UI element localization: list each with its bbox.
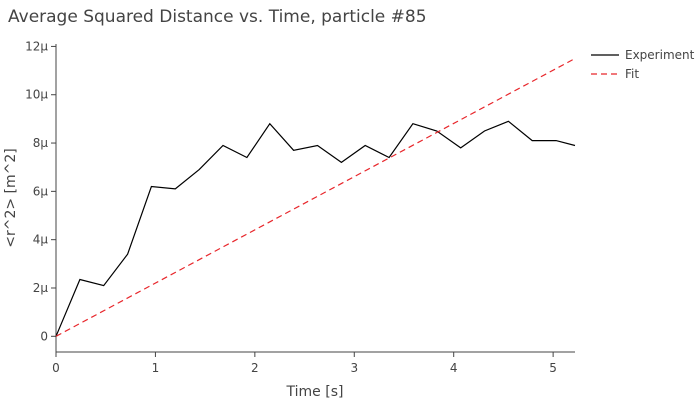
- y-tick-label: 4μ: [33, 233, 49, 247]
- y-tick-label: 8μ: [33, 136, 49, 150]
- x-axis: 0 1 2 3 4 5: [52, 351, 575, 375]
- legend[interactable]: Experiment Fit: [591, 48, 695, 81]
- series-experiment-line: [55, 120, 576, 337]
- legend-item-experiment[interactable]: Experiment: [591, 48, 695, 62]
- x-tick-label: 4: [450, 361, 458, 375]
- legend-label: Fit: [625, 67, 639, 81]
- x-tick-label: 5: [549, 361, 557, 375]
- chart-title: Average Squared Distance vs. Time, parti…: [8, 7, 427, 27]
- legend-item-fit[interactable]: Fit: [591, 67, 639, 81]
- y-axis-title: <r^2> [m^2]: [3, 148, 19, 248]
- y-axis: 0 2μ 4μ 6μ 8μ 10μ 12μ: [25, 39, 57, 352]
- x-tick-label: 2: [251, 361, 259, 375]
- y-tick-label: 2μ: [33, 281, 49, 295]
- x-tick-label: 1: [152, 361, 160, 375]
- y-tick-label: 0: [40, 329, 48, 343]
- y-tick-label: 6μ: [33, 184, 49, 198]
- x-tick-label: 0: [52, 361, 60, 375]
- y-tick-label: 12μ: [25, 39, 48, 53]
- x-axis-title: Time [s]: [286, 384, 344, 400]
- legend-label: Experiment: [625, 48, 695, 62]
- series-fit-line: [55, 57, 576, 337]
- x-tick-label: 3: [350, 361, 358, 375]
- plot-area: [55, 57, 576, 337]
- y-tick-label: 10μ: [25, 88, 48, 102]
